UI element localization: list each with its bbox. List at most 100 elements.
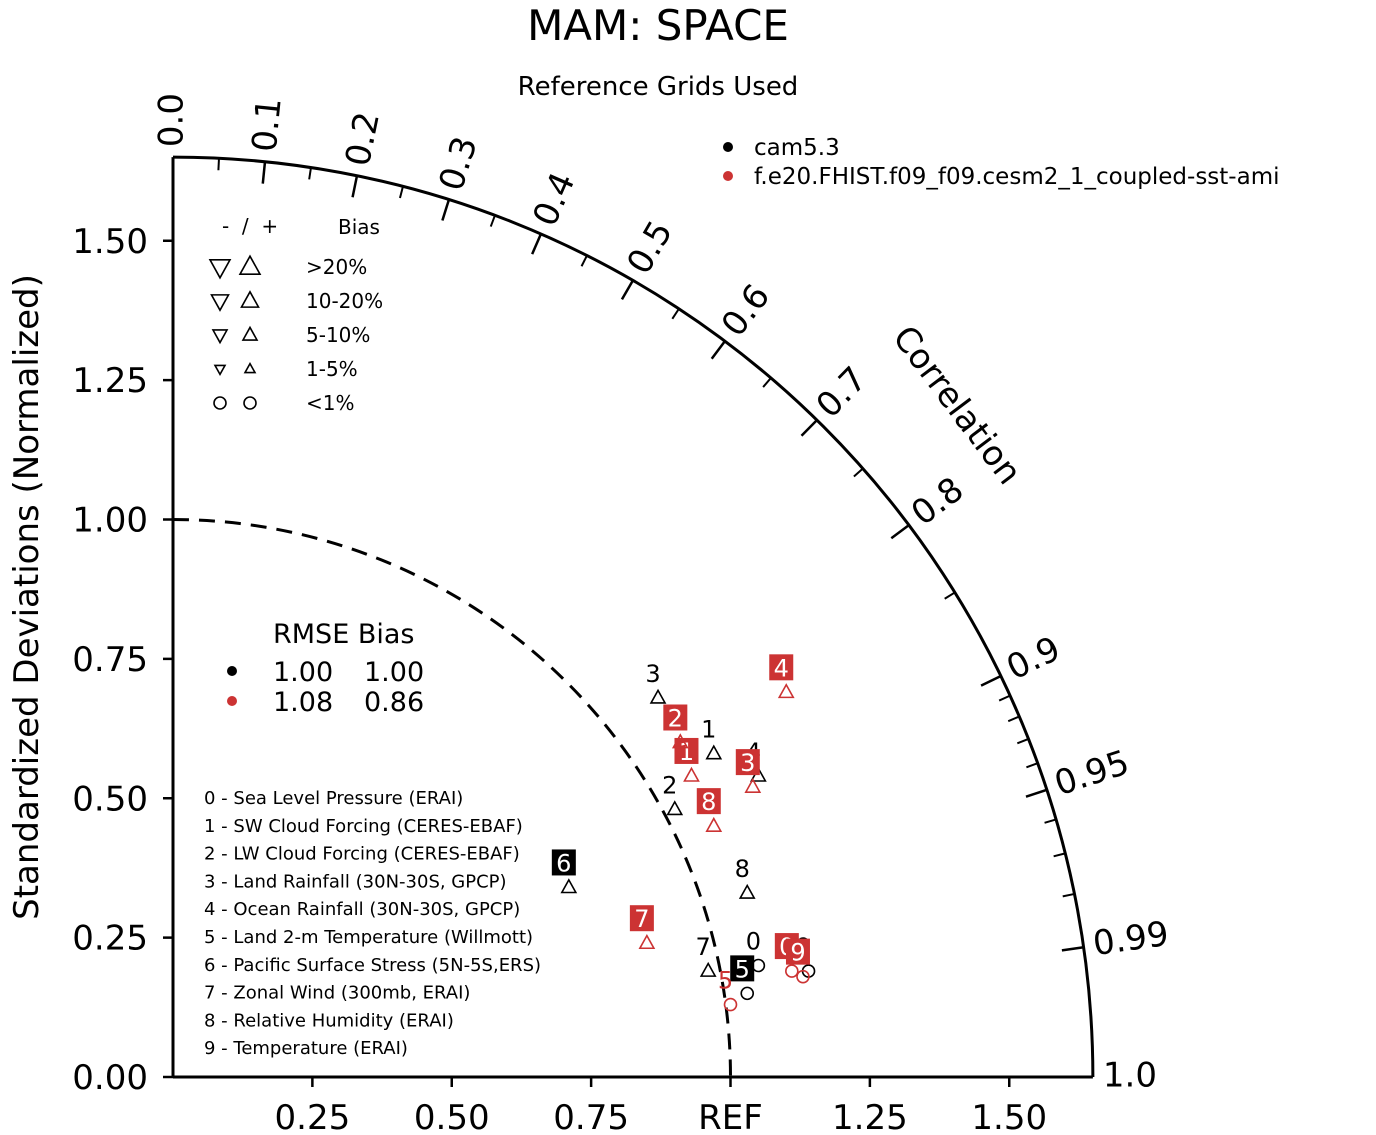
legend-entry-cesm2: f.e20.FHIST.f09_f09.cesm2_1_coupled-sst-…	[754, 164, 1280, 190]
variable-list-item: 8 - Relative Humidity (ERAI)	[204, 1010, 454, 1031]
correlation-tick	[710, 340, 726, 360]
x-tick-label: 1.25	[832, 1098, 908, 1135]
data-point-label-box	[674, 737, 699, 764]
data-point-label: 1	[679, 738, 694, 766]
data-point-label-box	[629, 905, 654, 932]
correlation-tick	[620, 279, 635, 301]
x-tick-label: 1.50	[971, 1098, 1047, 1135]
rmse-legend-header: RMSE Bias	[273, 619, 414, 650]
model-legend: cam5.3 f.e20.FHIST.f09_f09.cesm2_1_coupl…	[723, 135, 1280, 190]
variable-list-item: 5 - Land 2-m Temperature (Willmott)	[204, 927, 533, 948]
correlation-tick	[351, 175, 359, 198]
data-point-label: 3	[740, 749, 755, 777]
data-point-label: 4	[774, 654, 789, 682]
data-point-marker	[740, 986, 755, 1001]
bias-legend-down-triangle	[213, 364, 227, 377]
correlation-minor-tick	[762, 377, 772, 388]
variable-list-item: 6 - Pacific Surface Stress (5N-5S,ERS)	[204, 955, 541, 976]
bias-legend-up-triangle	[241, 325, 259, 341]
data-point-label-box	[730, 955, 755, 982]
correlation-minor-tick	[1044, 818, 1057, 824]
correlation-arc	[172, 155, 1095, 1078]
correlation-minor-tick	[399, 186, 404, 199]
variable-list: 0 - Sea Level Pressure (ERAI) 1 - SW Clou…	[204, 788, 541, 1059]
data-point-marker	[723, 997, 738, 1012]
rmse-legend: RMSE Bias 1.00 1.00 1.08 0.86	[227, 619, 424, 718]
correlation-tick-label: 0.7	[809, 359, 875, 426]
data-point-marker	[638, 933, 656, 950]
data-point-label: 6	[556, 849, 571, 877]
correlation-minor-tick	[1053, 852, 1066, 858]
bias-legend-up-triangle	[243, 361, 257, 374]
chart-subtitle: Reference Grids Used	[518, 72, 799, 102]
correlation-label: Correlation	[884, 318, 1029, 492]
correlation-tick	[441, 199, 451, 221]
y-tick-label: 1.25	[72, 361, 148, 401]
correlation-tick-label: 0.99	[1091, 914, 1172, 964]
bias-legend-row-label: >20%	[306, 255, 367, 279]
variable-list-item: 3 - Land Rainfall (30N-30S, GPCP)	[204, 871, 507, 892]
y-tick-label: 0.00	[72, 1058, 148, 1098]
rmse-marker-model-0	[227, 666, 237, 676]
correlation-tick-label: 1.0	[1103, 1056, 1157, 1096]
legend-marker-cesm2	[723, 171, 733, 181]
correlation-minor-tick	[671, 308, 680, 320]
x-tick-label: 0.75	[553, 1098, 629, 1135]
data-point-label: 7	[696, 933, 711, 961]
correlation-minor-tick	[998, 694, 1011, 702]
data-point-label: 5	[735, 955, 750, 983]
data-point-label: 2	[668, 705, 683, 733]
correlation-tick-label: 0.5	[619, 214, 681, 281]
y-tick-label: 1.50	[72, 222, 148, 262]
correlation-minor-tick	[1026, 762, 1039, 769]
correlation-minor-tick	[1062, 892, 1075, 898]
y-tick-label: 0.25	[72, 919, 148, 959]
correlation-minor-tick	[217, 158, 220, 171]
correlation-tick-label: 0.0	[152, 93, 192, 147]
legend-marker-cam5-3	[723, 142, 733, 152]
variable-list-item: 0 - Sea Level Pressure (ERAI)	[204, 788, 463, 809]
bias-legend-row-label: 1-5%	[306, 357, 358, 381]
data-point-label: 0	[746, 928, 761, 956]
data-point-marker	[738, 883, 756, 899]
bias-legend-up-triangle	[240, 290, 260, 308]
y-tick-label: 1.00	[72, 501, 148, 541]
data-point-label: 5	[718, 967, 733, 995]
variable-list-item: 2 - LW Cloud Forcing (CERES-EBAF)	[204, 844, 520, 865]
correlation-tick	[261, 161, 267, 184]
rmse-marker-model-1	[227, 696, 237, 706]
bias-value-model-1: 0.86	[364, 687, 424, 718]
data-point-label: 8	[735, 855, 750, 883]
correlation-minor-tick	[489, 214, 496, 227]
bias-legend-row-label: <1%	[306, 391, 355, 415]
y-tick-label: 0.50	[72, 779, 148, 819]
data-point-label-box	[663, 704, 688, 731]
variable-list-item: 9 - Temperature (ERAI)	[204, 1038, 408, 1059]
bias-legend-circle	[213, 396, 227, 410]
correlation-tick-label: 0.2	[338, 109, 388, 170]
variable-list-item: 1 - SW Cloud Forcing (CERES-EBAF)	[204, 816, 523, 837]
bias-legend-row-label: 10-20%	[306, 289, 383, 313]
ticks: 0.25 0.50 0.75 REF 1.25 1.500.000.250.500.751…	[72, 93, 1171, 1135]
correlation-tick	[890, 524, 910, 540]
reference-arc	[172, 518, 732, 1078]
data-point-label-box	[551, 849, 576, 876]
data-point-label: 7	[634, 905, 649, 933]
data-point-label-box	[769, 654, 794, 681]
correlation-tick	[980, 674, 1002, 687]
correlation-minor-tick	[1016, 737, 1029, 745]
data-point-marker	[666, 800, 684, 816]
correlation-tick-label: 0.6	[714, 277, 778, 344]
data-point-marker	[649, 688, 667, 704]
correlation-minor-tick	[944, 591, 956, 600]
data-point-marker	[744, 777, 762, 793]
bias-legend-bias-header: Bias	[338, 215, 380, 239]
data-point-label-box	[785, 938, 810, 965]
correlation-minor-tick	[308, 167, 312, 180]
data-points: 0123456789012345789	[551, 654, 816, 1012]
data-point-marker	[560, 878, 578, 894]
y-axis-label: Standardized Deviations (Normalized)	[7, 274, 47, 920]
correlation-minor-tick	[580, 255, 588, 267]
axes	[171, 155, 1095, 1079]
rmse-value-model-0: 1.00	[273, 657, 333, 688]
